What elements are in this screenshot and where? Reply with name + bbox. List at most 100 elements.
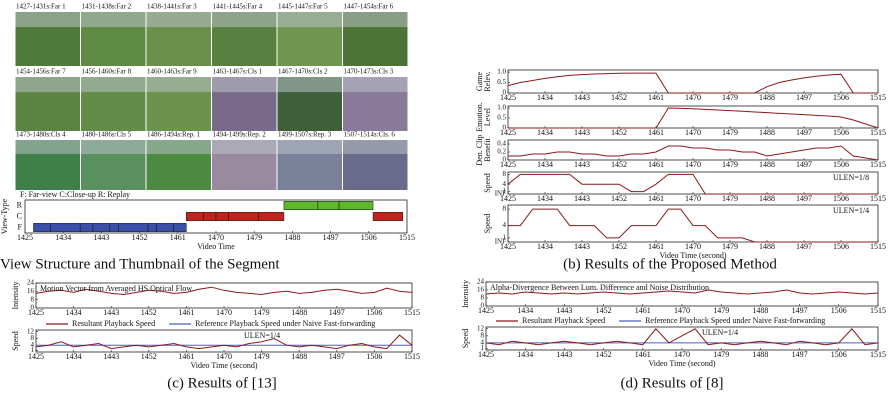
- x-tick-label: 1470: [216, 308, 232, 317]
- x-tick-label: 1479: [246, 233, 262, 242]
- y-tick-label: 8: [503, 205, 507, 213]
- y-tick-label: 0: [503, 89, 507, 97]
- x-tick-label: 1443: [574, 242, 590, 251]
- x-tick-label: 1461: [178, 352, 194, 361]
- y-tick-label: 0: [31, 304, 35, 312]
- y-axis-label: Speed: [461, 329, 470, 349]
- thumbnail-label: 1438-1441s:Far 3: [147, 3, 197, 11]
- y-tick-label: 4: [31, 341, 35, 349]
- y-tick-label: 0: [481, 302, 485, 310]
- y-tick-label: 16: [27, 287, 35, 295]
- x-tick-label: 1506: [366, 308, 382, 317]
- y-axis-label: Intensity: [461, 280, 470, 308]
- y-tick-label: C: [17, 211, 22, 220]
- thumbnail-sky: [343, 12, 408, 28]
- x-tick-label: 1506: [831, 306, 847, 315]
- x-tick-label: 1488: [291, 352, 307, 361]
- thumbnail-label: 1427-1431s:Far 1: [16, 3, 66, 11]
- data-line: [507, 173, 878, 195]
- x-tick-label: 1443: [574, 160, 590, 169]
- y-tick-label: 0.4: [497, 140, 506, 148]
- x-tick-label: 1479: [713, 306, 729, 315]
- x-tick-label: 1443: [574, 128, 590, 137]
- x-tick-label: 1425: [478, 350, 494, 359]
- y-tick-label: 16: [477, 286, 485, 294]
- x-tick-label: 1497: [323, 233, 339, 242]
- x-tick-label: 1443: [556, 350, 572, 359]
- x-tick-label: 1515: [404, 308, 420, 317]
- x-tick-label: 1461: [648, 242, 664, 251]
- x-tick-label: 1470: [674, 350, 690, 359]
- thumbnail-label: 1431-1438s:Far 2: [82, 3, 132, 11]
- thumbnail-sky: [146, 77, 211, 93]
- y-tick-label: F: [18, 222, 23, 231]
- legend-text: F: Far-view C:Close-up R: Replay: [20, 190, 130, 199]
- legend-label: Resultant Playback Speed: [522, 316, 605, 325]
- segment: [109, 223, 119, 232]
- caption: (b) Results of the Proposed Method: [563, 256, 777, 272]
- x-tick-label: 1452: [611, 194, 627, 203]
- x-tick-label: 1506: [361, 233, 377, 242]
- thumbnail-sky: [81, 140, 146, 154]
- y-tick-label: 4: [503, 180, 507, 188]
- x-tick-label: 1506: [833, 160, 849, 169]
- x-tick-label: 1479: [722, 194, 738, 203]
- x-tick-label: 1470: [685, 194, 701, 203]
- x-tick-label: 1497: [792, 306, 808, 315]
- x-tick-label: 1488: [752, 306, 768, 315]
- y-tick-label: 0: [503, 156, 507, 164]
- caption: (d) Results of [8]: [621, 375, 724, 391]
- x-tick-label: 1443: [93, 233, 109, 242]
- thumbnail-sky: [212, 12, 277, 28]
- thumbnail-label: 1447-1454s:Far 6: [344, 3, 394, 11]
- segment: [173, 223, 187, 232]
- annotation: ULEN=1/4: [702, 328, 738, 337]
- thumbnail-sky: [146, 140, 211, 154]
- x-tick-label: 1452: [611, 160, 627, 169]
- x-tick-label: 1461: [648, 128, 664, 137]
- x-tick-label: 1470: [208, 233, 224, 242]
- x-tick-label: 1425: [500, 93, 516, 102]
- y-tick-label: 12: [27, 327, 35, 335]
- data-line: [508, 107, 879, 129]
- y-tick-label: 4: [503, 221, 507, 229]
- y-axis-label: Game: [475, 72, 484, 92]
- x-tick-label: 1506: [366, 352, 382, 361]
- y-tick-label: 4: [481, 339, 485, 347]
- y-tick-label: 1: [481, 344, 485, 352]
- x-axis-label: Video Time (second): [190, 361, 257, 370]
- segment: [156, 223, 174, 232]
- x-tick-label: 1461: [635, 306, 651, 315]
- caption: (c) Results of [13]: [167, 375, 277, 391]
- y-tick-label: INF: [495, 190, 506, 198]
- plot-frame: [485, 326, 879, 351]
- x-tick-label: 1425: [500, 194, 516, 203]
- data-line: [507, 72, 878, 94]
- x-tick-label: 1479: [254, 308, 270, 317]
- segment: [79, 223, 94, 232]
- x-tick-label: 1488: [759, 93, 775, 102]
- x-axis-label: Video Time (second): [648, 359, 715, 368]
- y-tick-label: 24: [477, 278, 485, 286]
- thumbnail-sky: [212, 140, 277, 154]
- annotation: ULEN=1/8: [833, 173, 869, 182]
- thumbnail-sky: [15, 140, 80, 154]
- x-tick-label: 1497: [329, 352, 345, 361]
- thumbnail-label: 1467-1470s:Cls 2: [278, 68, 328, 76]
- x-tick-label: 1497: [792, 350, 808, 359]
- thumbnail-label: 1441-1445s:Far 4: [213, 3, 263, 11]
- segment: [317, 201, 340, 210]
- x-tick-label: 1488: [291, 308, 307, 317]
- x-tick-label: 1479: [722, 93, 738, 102]
- annotation: Alpha-Divergence Between Lum. Difference…: [490, 283, 709, 292]
- data-line: [508, 208, 878, 243]
- x-tick-label: 1479: [713, 350, 729, 359]
- thumbnail-sky: [343, 77, 408, 93]
- caption: View Structure and Thumbnail of the Segm…: [0, 256, 280, 272]
- y-tick-label: 0.5: [497, 114, 506, 122]
- thumbnail-sky: [81, 12, 146, 28]
- thumbnail-label: 1494-1499s:Rep. 2: [213, 131, 267, 139]
- segment: [33, 223, 51, 232]
- segment: [50, 223, 81, 232]
